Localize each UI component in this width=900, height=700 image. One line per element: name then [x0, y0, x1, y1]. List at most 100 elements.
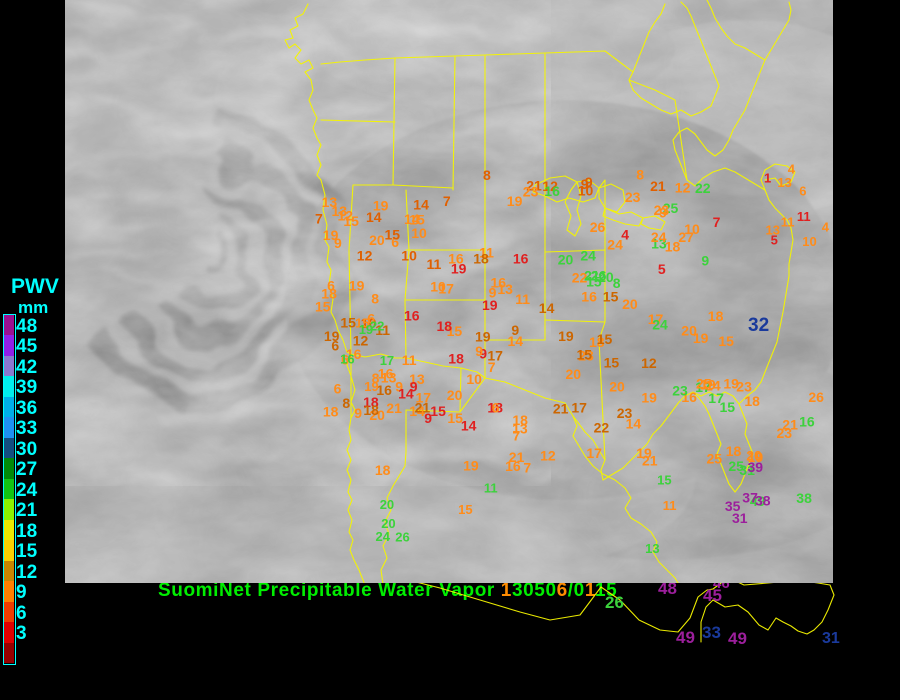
svg-text:11: 11: [663, 498, 677, 513]
svg-text:18: 18: [726, 443, 742, 459]
svg-text:19: 19: [693, 330, 709, 346]
svg-text:9: 9: [659, 205, 667, 221]
svg-text:11: 11: [781, 215, 795, 230]
svg-text:49: 49: [728, 629, 747, 648]
svg-text:19: 19: [451, 261, 467, 277]
svg-text:9: 9: [511, 322, 519, 338]
svg-text:7: 7: [713, 214, 721, 230]
svg-text:13: 13: [766, 222, 780, 237]
svg-text:19: 19: [558, 328, 574, 344]
svg-text:9: 9: [475, 343, 483, 359]
svg-text:31: 31: [822, 630, 840, 647]
svg-text:15: 15: [603, 288, 619, 304]
svg-text:15: 15: [315, 299, 331, 315]
svg-text:21: 21: [642, 452, 658, 468]
svg-text:24: 24: [376, 529, 391, 544]
svg-text:23: 23: [736, 379, 752, 395]
svg-text:24: 24: [651, 229, 667, 245]
svg-text:14: 14: [461, 417, 477, 433]
svg-text:15: 15: [720, 399, 736, 415]
svg-text:16: 16: [544, 183, 560, 199]
svg-text:10: 10: [401, 247, 417, 263]
svg-text:22: 22: [594, 420, 610, 436]
svg-text:11: 11: [484, 480, 498, 495]
svg-text:12: 12: [675, 179, 691, 195]
svg-text:14: 14: [413, 197, 429, 213]
svg-text:15: 15: [409, 212, 425, 228]
svg-text:35: 35: [725, 498, 741, 514]
svg-text:19: 19: [463, 458, 479, 474]
svg-text:18: 18: [708, 308, 724, 324]
svg-text:17: 17: [380, 353, 394, 368]
svg-text:11: 11: [515, 291, 530, 307]
svg-text:6: 6: [331, 337, 339, 353]
svg-text:39: 39: [748, 459, 764, 475]
svg-text:11: 11: [797, 209, 811, 224]
svg-text:7: 7: [488, 359, 496, 375]
svg-text:15: 15: [340, 314, 356, 330]
svg-text:20: 20: [381, 516, 395, 531]
svg-text:20: 20: [369, 232, 385, 248]
svg-text:21: 21: [782, 417, 798, 433]
svg-text:33: 33: [702, 623, 721, 642]
svg-text:21: 21: [509, 449, 525, 465]
svg-text:20: 20: [609, 378, 625, 394]
svg-text:13: 13: [777, 175, 791, 190]
svg-text:19: 19: [364, 379, 378, 394]
svg-text:9: 9: [334, 235, 342, 251]
svg-text:23: 23: [625, 189, 641, 205]
svg-text:13: 13: [497, 281, 513, 297]
svg-text:7: 7: [523, 460, 531, 476]
svg-text:16: 16: [581, 288, 597, 304]
svg-text:15: 15: [718, 333, 734, 349]
svg-text:15: 15: [604, 354, 620, 370]
svg-text:26: 26: [808, 389, 824, 405]
svg-text:9: 9: [424, 410, 432, 426]
svg-text:19: 19: [373, 198, 389, 214]
svg-text:6: 6: [327, 277, 335, 293]
svg-text:12: 12: [338, 208, 354, 224]
svg-text:16: 16: [404, 308, 420, 324]
svg-text:26: 26: [590, 219, 606, 235]
svg-text:10: 10: [684, 221, 700, 237]
svg-text:19: 19: [507, 193, 523, 209]
svg-text:18: 18: [375, 462, 391, 478]
svg-text:13: 13: [512, 420, 528, 436]
svg-text:9: 9: [701, 253, 709, 269]
svg-text:23: 23: [523, 184, 539, 200]
svg-text:24: 24: [580, 248, 596, 264]
svg-text:6: 6: [492, 399, 500, 415]
svg-text:8: 8: [342, 395, 350, 411]
svg-text:21: 21: [553, 400, 569, 416]
svg-text:16: 16: [513, 250, 529, 266]
svg-text:20: 20: [598, 269, 614, 285]
svg-text:10: 10: [802, 234, 816, 249]
svg-text:6: 6: [799, 183, 806, 198]
svg-text:38: 38: [755, 493, 771, 509]
svg-text:13: 13: [381, 370, 397, 386]
svg-text:24: 24: [652, 317, 668, 333]
svg-text:14: 14: [626, 416, 642, 432]
svg-text:15: 15: [577, 346, 593, 362]
svg-text:38: 38: [796, 490, 812, 506]
svg-text:17: 17: [586, 445, 602, 461]
svg-text:8: 8: [371, 290, 379, 306]
svg-text:12: 12: [357, 248, 373, 264]
svg-text:4: 4: [621, 227, 629, 243]
svg-text:20: 20: [622, 296, 638, 312]
svg-text:8: 8: [636, 166, 644, 182]
svg-text:1: 1: [764, 171, 771, 186]
svg-text:26: 26: [395, 530, 409, 545]
svg-text:18: 18: [437, 318, 453, 334]
svg-text:12: 12: [641, 355, 657, 371]
svg-text:15: 15: [597, 331, 613, 347]
svg-text:16: 16: [799, 413, 815, 429]
svg-text:25: 25: [696, 375, 712, 391]
svg-text:18: 18: [744, 393, 760, 409]
svg-text:11: 11: [427, 256, 442, 272]
svg-text:9: 9: [354, 405, 362, 421]
svg-text:4: 4: [822, 220, 830, 235]
svg-text:25: 25: [707, 451, 723, 467]
svg-text:18: 18: [448, 351, 464, 367]
svg-text:14: 14: [539, 300, 555, 316]
